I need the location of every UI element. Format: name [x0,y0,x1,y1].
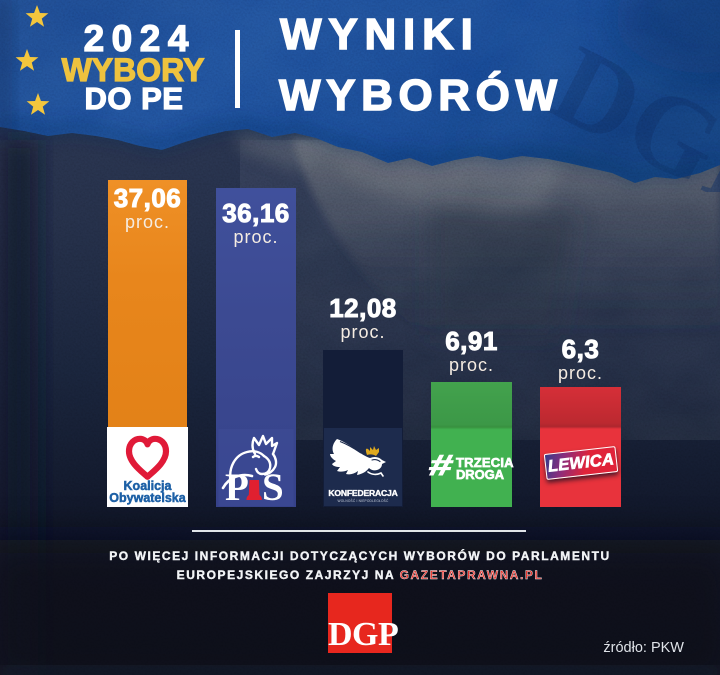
svg-text:Koalicja: Koalicja [124,479,173,493]
svg-text:S: S [262,466,284,507]
svg-text:WOLNOŚĆ I NIEPODLEGŁOŚĆ: WOLNOŚĆ I NIEPODLEGŁOŚĆ [337,498,389,503]
svg-text:KONFEDERACJA: KONFEDERACJA [328,488,397,498]
svg-text:P: P [225,466,249,507]
svg-text:Obywatelska: Obywatelska [109,491,186,505]
